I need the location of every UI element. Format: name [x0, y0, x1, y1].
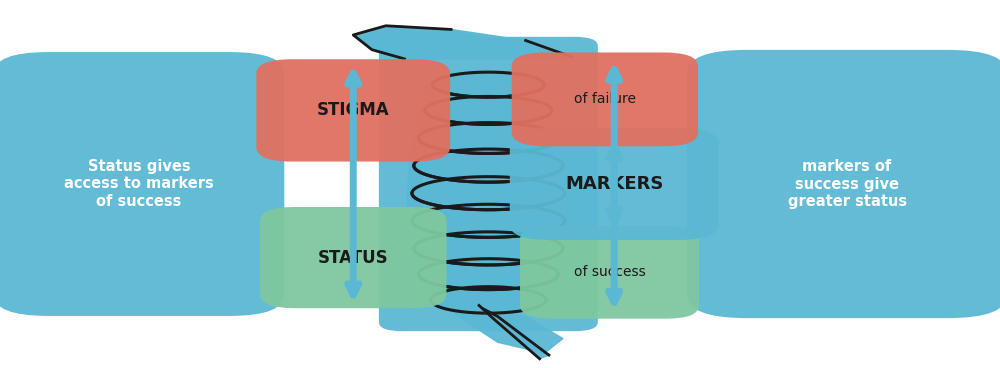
Polygon shape: [420, 85, 442, 110]
Polygon shape: [358, 26, 572, 57]
FancyBboxPatch shape: [260, 207, 446, 308]
Text: markers of
success give
greater status: markers of success give greater status: [788, 159, 907, 209]
Polygon shape: [418, 123, 558, 153]
Polygon shape: [409, 138, 428, 166]
Polygon shape: [412, 204, 565, 237]
Polygon shape: [451, 311, 563, 353]
FancyBboxPatch shape: [510, 128, 719, 240]
FancyBboxPatch shape: [379, 37, 598, 331]
Polygon shape: [407, 166, 423, 193]
FancyBboxPatch shape: [512, 53, 698, 146]
Text: STATUS: STATUS: [318, 249, 389, 266]
FancyBboxPatch shape: [520, 226, 699, 319]
Text: of failure: of failure: [574, 92, 636, 106]
Polygon shape: [432, 72, 544, 97]
Text: STIGMA: STIGMA: [317, 102, 390, 119]
Polygon shape: [414, 149, 563, 182]
FancyBboxPatch shape: [256, 59, 450, 162]
Text: Status gives
access to markers
of success: Status gives access to markers of succes…: [64, 159, 214, 209]
Polygon shape: [414, 110, 434, 138]
Text: of success: of success: [574, 265, 645, 279]
Text: MARKERS: MARKERS: [565, 175, 663, 193]
FancyBboxPatch shape: [687, 50, 1000, 318]
Polygon shape: [414, 232, 563, 265]
Polygon shape: [418, 259, 558, 290]
Polygon shape: [412, 177, 565, 210]
Polygon shape: [407, 221, 423, 248]
Polygon shape: [409, 248, 428, 274]
Polygon shape: [414, 274, 440, 300]
Polygon shape: [479, 305, 549, 359]
Polygon shape: [431, 287, 546, 313]
Polygon shape: [425, 96, 552, 124]
Polygon shape: [407, 193, 421, 221]
FancyBboxPatch shape: [0, 52, 284, 316]
Polygon shape: [353, 26, 572, 59]
